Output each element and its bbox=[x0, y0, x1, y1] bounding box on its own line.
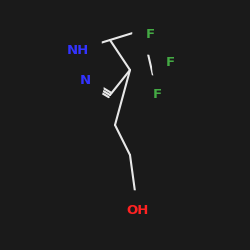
Text: NH: NH bbox=[66, 44, 88, 57]
Text: N: N bbox=[80, 74, 90, 86]
Text: F: F bbox=[146, 28, 154, 42]
Text: F: F bbox=[153, 88, 162, 102]
Text: F: F bbox=[166, 56, 174, 69]
Text: OH: OH bbox=[126, 204, 149, 216]
